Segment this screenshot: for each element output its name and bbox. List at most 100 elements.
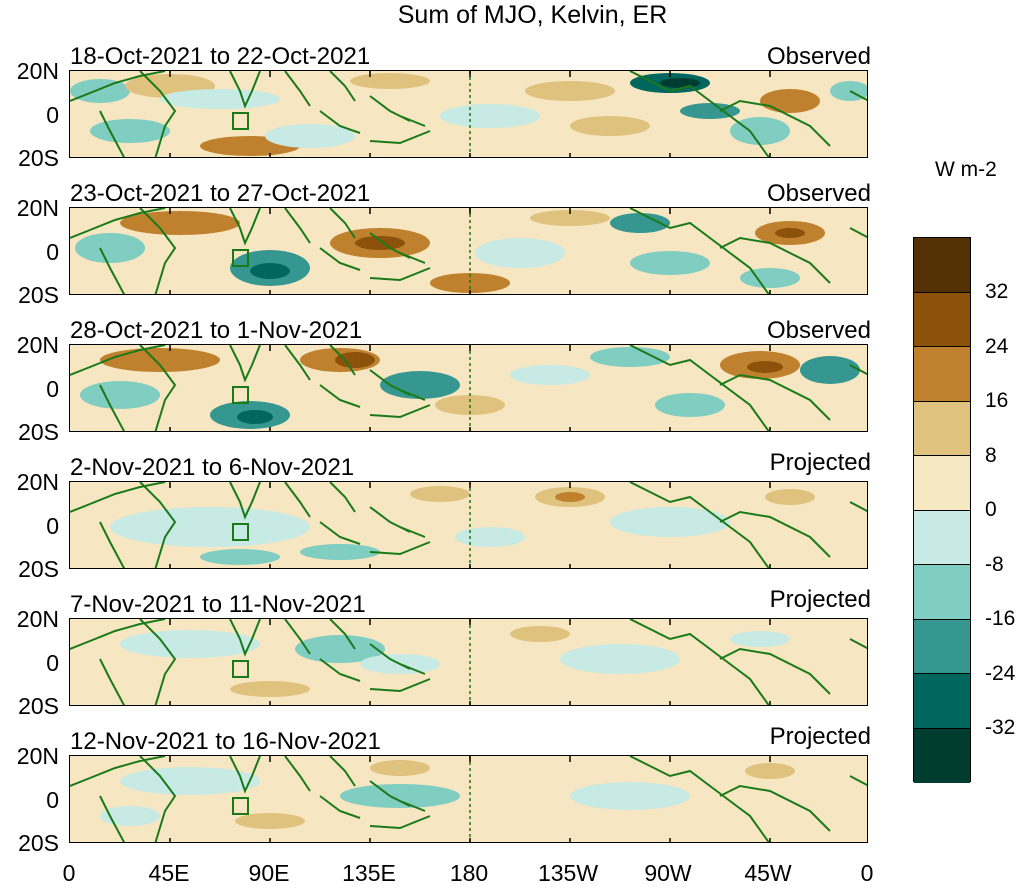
coastline (284, 71, 431, 145)
panel-5-status: Projected (769, 586, 871, 613)
colorbar-segment (914, 292, 970, 347)
panel-4-lat-20n: 20N (16, 469, 59, 495)
panel-6-status: Projected (769, 723, 871, 750)
lon-label-0-end: 0 (860, 860, 874, 886)
coastline (284, 208, 431, 282)
coastline (229, 619, 261, 657)
coastline (70, 756, 177, 842)
panel-5-lat-20s: 20S (18, 693, 59, 719)
panel-2-lat-0: 0 (46, 239, 59, 265)
panel-6-lat-20s: 20S (18, 830, 59, 856)
panel-1-map (69, 70, 868, 158)
panel-4-lat-20s: 20S (18, 556, 59, 582)
coastline (229, 756, 261, 794)
panel-6-map (69, 755, 868, 843)
colorbar-segment (914, 456, 970, 511)
figure-title: Sum of MJO, Kelvin, ER (397, 1, 668, 29)
colorbar-label: -8 (985, 553, 1004, 576)
lon-label-45e: 45E (148, 860, 190, 886)
coastline (629, 71, 831, 157)
coastline (629, 208, 831, 294)
lon-label-90e: 90E (248, 860, 290, 886)
panel-2-status: Observed (766, 180, 871, 207)
lon-label-90w: 90W (644, 860, 692, 886)
coastline (629, 756, 831, 842)
lon-label-0: 0 (62, 860, 76, 886)
coastline (849, 775, 867, 787)
coastline (629, 619, 831, 705)
coastline (849, 227, 867, 239)
panel-1-lat-0: 0 (46, 102, 59, 128)
panel-5-date: 7-Nov-2021 to 11-Nov-2021 (70, 591, 366, 618)
colorbar-segment (914, 510, 970, 565)
coastline (849, 90, 867, 102)
coastline (70, 482, 177, 568)
lon-label-135w: 135W (537, 860, 599, 886)
colorbar-segment (914, 347, 970, 402)
panel-1-lat-20n: 20N (16, 58, 59, 84)
colorbar-units: W m-2 (935, 158, 997, 181)
panel-2-date: 23-Oct-2021 to 27-Oct-2021 (70, 180, 371, 207)
region-box (232, 112, 249, 130)
colorbar-segment (914, 728, 970, 783)
panel-4-status: Projected (769, 449, 871, 476)
panel-5-lat-20n: 20N (16, 606, 59, 632)
colorbar-label: -32 (985, 716, 1016, 739)
coastline (284, 619, 431, 693)
coastline (229, 345, 261, 383)
coastline (849, 364, 867, 376)
colorbar-segment (914, 238, 970, 293)
panel-4-lat-0: 0 (46, 513, 59, 539)
coastline (849, 638, 867, 650)
panel-1-status: Observed (766, 43, 871, 70)
colorbar-label: 32 (985, 280, 1009, 303)
panel-3-lat-0: 0 (46, 376, 59, 402)
panel-3-lat-20s: 20S (18, 419, 59, 445)
panel-3-lat-20n: 20N (16, 332, 59, 358)
lon-label-45w: 45W (744, 860, 792, 886)
colorbar-segment (914, 565, 970, 620)
panel-6-lat-0: 0 (46, 787, 59, 813)
coastline (629, 345, 831, 431)
region-box (232, 523, 249, 541)
region-box (232, 797, 249, 815)
panel-4-map (69, 481, 868, 569)
region-box (232, 386, 249, 404)
coastline (229, 208, 261, 246)
coastline (849, 501, 867, 513)
coastline (70, 71, 177, 157)
coastline (70, 619, 177, 705)
colorbar-label: 24 (985, 335, 1009, 358)
lon-label-180: 180 (449, 860, 489, 886)
panel-4-date: 2-Nov-2021 to 6-Nov-2021 (70, 454, 355, 481)
panel-1-date: 18-Oct-2021 to 22-Oct-2021 (70, 43, 371, 70)
panel-5-map (69, 618, 868, 706)
colorbar (913, 237, 971, 783)
panel-2-map (69, 207, 868, 295)
colorbar-segment (914, 619, 970, 674)
colorbar-label: -16 (985, 607, 1016, 630)
colorbar-label: -24 (985, 662, 1016, 685)
colorbar-label: 16 (985, 389, 1009, 412)
colorbar-segment (914, 401, 970, 456)
coastline (229, 71, 261, 109)
coastline (70, 345, 177, 431)
region-box (232, 249, 249, 267)
coastline (229, 482, 261, 520)
panel-6-date: 12-Nov-2021 to 16-Nov-2021 (70, 728, 381, 755)
panel-5-lat-0: 0 (46, 650, 59, 676)
coastline (70, 208, 177, 294)
colorbar-label: 8 (985, 444, 997, 467)
region-box (232, 660, 249, 678)
panel-3-map (69, 344, 868, 432)
panel-3-status: Observed (766, 317, 871, 344)
panel-1-lat-20s: 20S (18, 145, 59, 171)
panel-2-lat-20s: 20S (18, 282, 59, 308)
colorbar-label: 0 (985, 498, 997, 521)
coastline (284, 345, 431, 419)
lon-label-135e: 135E (342, 860, 396, 886)
panel-6-lat-20n: 20N (16, 743, 59, 769)
panel-2-lat-20n: 20N (16, 195, 59, 221)
coastline (284, 756, 431, 830)
colorbar-segment (914, 674, 970, 729)
